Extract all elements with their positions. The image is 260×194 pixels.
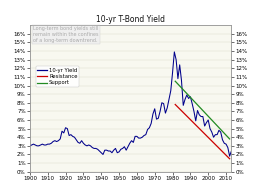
Title: 10-yr T-Bond Yield: 10-yr T-Bond Yield [96,15,165,24]
Text: Long-term bond yields still
remain within the confines
of a long-term downtrend.: Long-term bond yields still remain withi… [33,26,99,42]
Legend: 10-yr Yield, Resistance, Support: 10-yr Yield, Resistance, Support [36,66,79,87]
Text: Chart of the Day - www.chartoftheday.com: Chart of the Day - www.chartoftheday.com [34,7,226,16]
